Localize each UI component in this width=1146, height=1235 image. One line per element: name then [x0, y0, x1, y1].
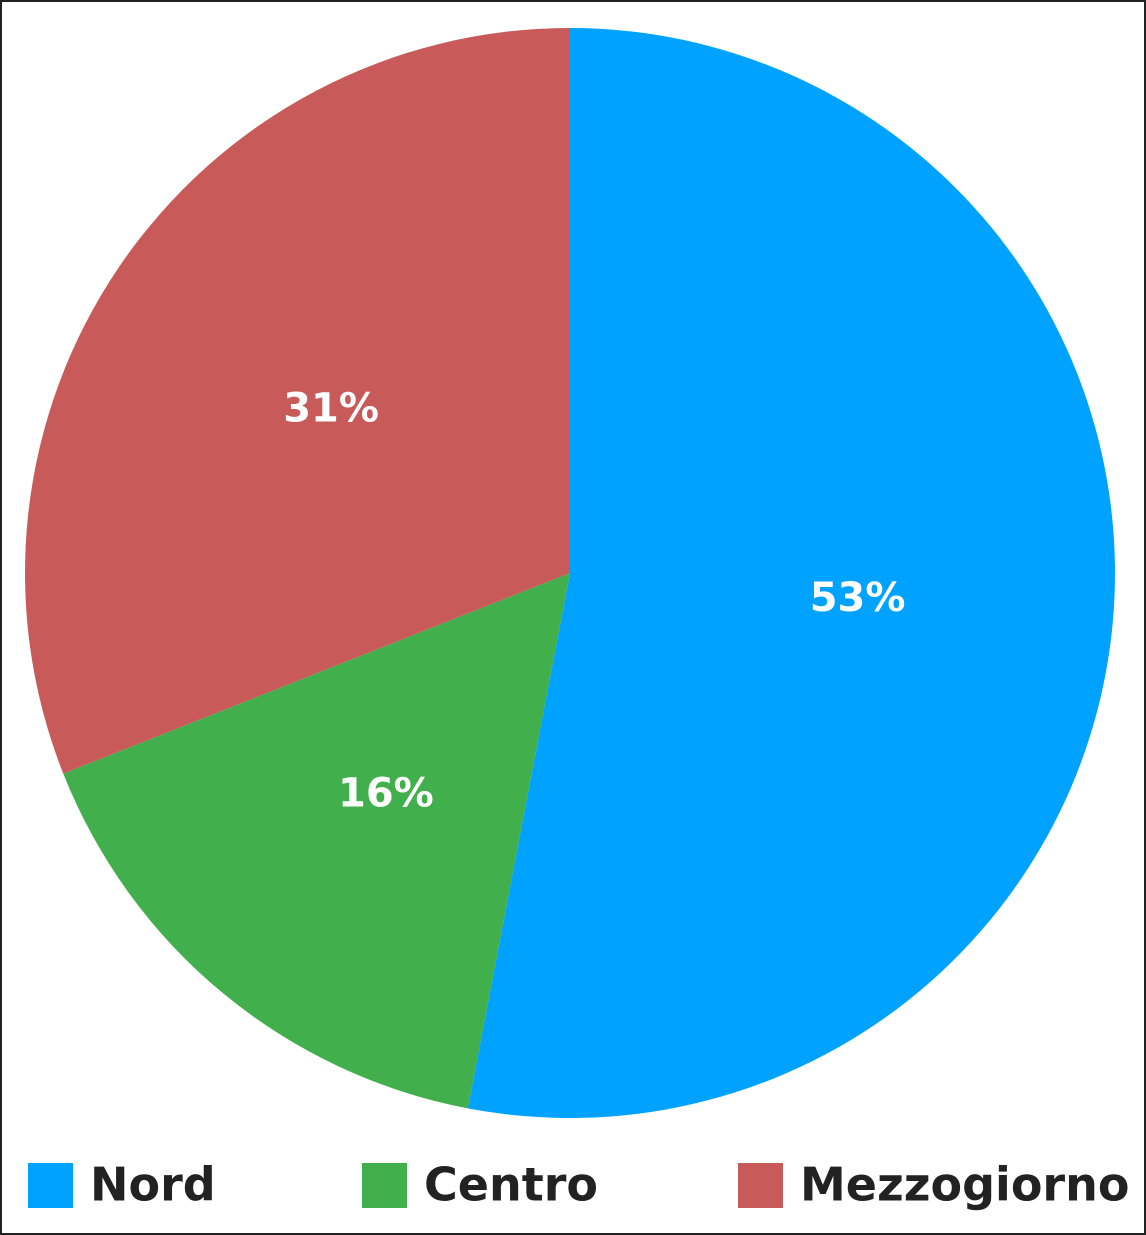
legend-label: Centro — [424, 1158, 598, 1212]
data-label: 53% — [810, 575, 906, 621]
pie-slice — [63, 573, 570, 1109]
data-label: 31% — [283, 386, 379, 432]
data-label: 16% — [338, 771, 434, 817]
legend-swatch — [738, 1163, 783, 1208]
legend-label: Mezzogiorno — [800, 1158, 1129, 1212]
legend-label: Nord — [90, 1158, 216, 1212]
legend-swatch — [362, 1163, 407, 1208]
pie-slice — [24, 28, 571, 774]
legend-swatch — [28, 1163, 73, 1208]
pie-slice — [467, 28, 1115, 1118]
